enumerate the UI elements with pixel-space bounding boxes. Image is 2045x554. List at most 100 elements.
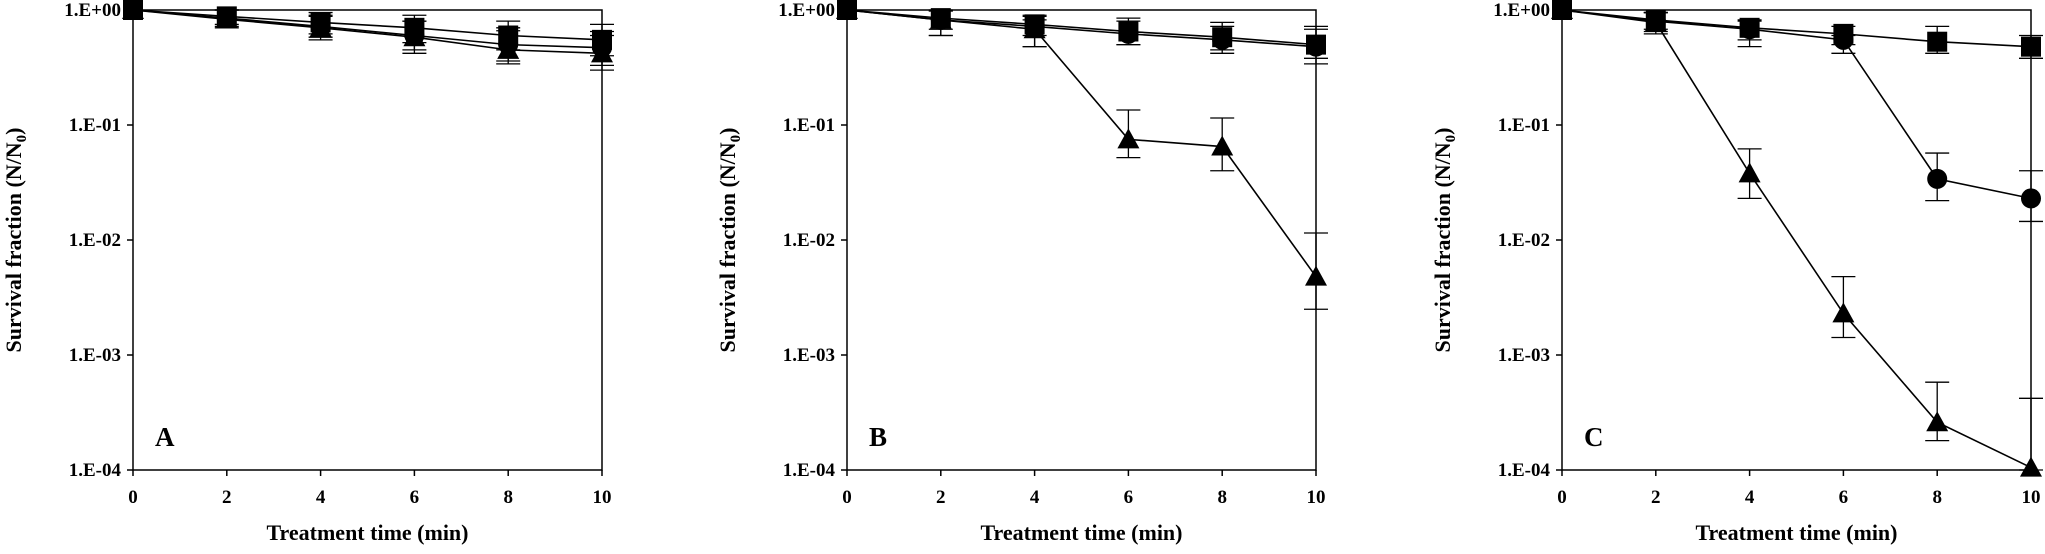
series-line bbox=[1561, 9, 2032, 469]
data-point-triangle bbox=[309, 16, 332, 37]
series-square bbox=[123, 0, 614, 57]
x-tick-label: 0 bbox=[128, 487, 138, 508]
chart-panel-b: 1.E+00 1.E-01 1.E-02 1.E-03 1.E-04 0 2 4 6 8 10 Tre… bbox=[715, 0, 1328, 545]
y-axis-label-main: Survival fraction (N/N bbox=[1430, 142, 1455, 352]
y-axis-label: Survival fraction (N/N0) bbox=[1, 127, 30, 352]
y-tick-label: 1.E+00 bbox=[64, 0, 121, 21]
y-axis-label-main: Survival fraction (N/N bbox=[1, 142, 26, 352]
y-tick-label: 1.E-04 bbox=[69, 460, 122, 481]
data-point-circle bbox=[1212, 29, 1233, 50]
data-point-circle bbox=[2021, 188, 2041, 209]
panel-label: A bbox=[155, 422, 175, 452]
series-triangle bbox=[836, 0, 1328, 310]
series-square bbox=[837, 0, 1328, 59]
plot-area-frame bbox=[132, 9, 603, 471]
data-point-triangle bbox=[836, 0, 858, 19]
series-line bbox=[1561, 9, 2032, 48]
y-tick-label: 1.E-01 bbox=[1498, 115, 1550, 136]
data-point-circle bbox=[1833, 29, 1854, 50]
y-axis-label-main: Survival fraction (N/N bbox=[715, 142, 740, 352]
series-line bbox=[132, 9, 603, 41]
x-tick-label: 2 bbox=[936, 487, 946, 508]
y-axis-label-subscript: 0 bbox=[728, 135, 744, 143]
data-point-triangle bbox=[1832, 302, 1855, 323]
data-point-triangle bbox=[1644, 11, 1667, 32]
y-tick-label: 1.E-04 bbox=[783, 460, 836, 481]
data-point-triangle bbox=[497, 38, 520, 59]
x-tick-label: 4 bbox=[316, 487, 326, 508]
data-point-circle bbox=[1927, 168, 1948, 189]
y-tick-label: 1.E-03 bbox=[783, 345, 835, 366]
data-point-triangle bbox=[1926, 411, 1949, 432]
x-tick-label: 6 bbox=[1124, 487, 1134, 508]
x-tick-label: 0 bbox=[842, 487, 852, 508]
panel-label: C bbox=[1584, 422, 1604, 452]
y-tick-label: 1.E-02 bbox=[1498, 230, 1550, 251]
series-line bbox=[846, 9, 1317, 278]
series-square bbox=[1552, 0, 2043, 59]
x-axis-label: Treatment time (min) bbox=[980, 520, 1182, 545]
data-point-triangle bbox=[1117, 128, 1140, 149]
x-tick-label: 6 bbox=[410, 487, 420, 508]
data-point-triangle bbox=[1305, 265, 1327, 286]
data-point-circle bbox=[1306, 36, 1326, 57]
x-tick-label: 10 bbox=[593, 487, 612, 508]
x-tick-label: 4 bbox=[1745, 487, 1755, 508]
panel-label: B bbox=[869, 422, 887, 452]
data-point-triangle bbox=[122, 0, 144, 19]
series-triangle bbox=[1551, 0, 2043, 477]
x-tick-label: 2 bbox=[1651, 487, 1661, 508]
y-axis-label-end: ) bbox=[1430, 127, 1455, 134]
x-tick-label: 10 bbox=[1307, 487, 1326, 508]
data-point-triangle bbox=[403, 26, 426, 47]
x-tick-label: 8 bbox=[503, 487, 513, 508]
y-tick-label: 1.E-04 bbox=[1498, 460, 1551, 481]
y-tick-label: 1.E-02 bbox=[783, 230, 835, 251]
data-point-triangle bbox=[1211, 135, 1234, 156]
y-axis-label: Survival fraction (N/N0) bbox=[1430, 127, 1459, 352]
x-tick-label: 6 bbox=[1839, 487, 1849, 508]
x-tick-label: 2 bbox=[222, 487, 232, 508]
y-axis-label: Survival fraction (N/N0) bbox=[715, 127, 744, 352]
x-axis-label: Treatment time (min) bbox=[1695, 520, 1897, 545]
y-tick-label: 1.E-01 bbox=[783, 115, 835, 136]
x-tick-label: 10 bbox=[2022, 487, 2041, 508]
data-point-square bbox=[1927, 31, 1948, 52]
data-point-triangle bbox=[1738, 162, 1761, 183]
y-axis-label-subscript: 0 bbox=[14, 135, 30, 143]
series-triangle bbox=[122, 0, 614, 71]
data-point-triangle bbox=[2020, 456, 2042, 477]
chart-panel-c: 1.E+00 1.E-01 1.E-02 1.E-03 1.E-04 0 2 4 6 8 10 Tre… bbox=[1430, 0, 2043, 545]
y-tick-label: 1.E-02 bbox=[69, 230, 121, 251]
series-line bbox=[132, 9, 603, 49]
plot-area-frame bbox=[846, 9, 1317, 471]
data-point-triangle bbox=[215, 8, 238, 29]
x-tick-label: 8 bbox=[1217, 487, 1227, 508]
data-point-circle bbox=[1118, 23, 1139, 44]
series-circle bbox=[1552, 0, 2043, 223]
series-line bbox=[846, 9, 1317, 46]
data-point-circle bbox=[1739, 19, 1760, 40]
series-line bbox=[1561, 9, 2032, 200]
y-axis-label-end: ) bbox=[1, 127, 26, 134]
x-axis-label: Treatment time (min) bbox=[266, 520, 468, 545]
data-point-triangle bbox=[1023, 18, 1046, 39]
y-tick-label: 1.E+00 bbox=[1493, 0, 1550, 21]
data-point-triangle bbox=[1551, 0, 1573, 19]
x-tick-label: 4 bbox=[1030, 487, 1040, 508]
x-tick-label: 0 bbox=[1557, 487, 1567, 508]
data-point-triangle bbox=[591, 42, 613, 63]
y-tick-label: 1.E+00 bbox=[778, 0, 835, 21]
chart-panel-a: 1.E+00 1.E-01 1.E-02 1.E-03 1.E-04 0 2 4 6 8 10 Tre… bbox=[1, 0, 614, 545]
y-tick-label: 1.E-03 bbox=[1498, 345, 1550, 366]
x-tick-label: 8 bbox=[1932, 487, 1942, 508]
y-tick-label: 1.E-01 bbox=[69, 115, 121, 136]
data-point-triangle bbox=[929, 8, 952, 29]
y-axis-label-end: ) bbox=[715, 127, 740, 134]
y-tick-label: 1.E-03 bbox=[69, 345, 121, 366]
series-line bbox=[132, 9, 603, 55]
data-point-square bbox=[2021, 36, 2041, 57]
y-axis-label-subscript: 0 bbox=[1443, 135, 1459, 143]
plot-area-frame bbox=[1561, 9, 2032, 471]
